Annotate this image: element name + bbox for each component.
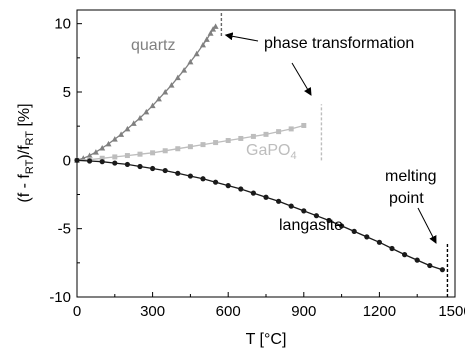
- data-point: [288, 126, 294, 132]
- data-point: [276, 129, 282, 135]
- data-point: [155, 95, 162, 102]
- data-point: [150, 165, 156, 172]
- y-tick-label: 5: [63, 84, 71, 101]
- data-point: [149, 102, 156, 109]
- y-tick-label: -5: [58, 221, 71, 238]
- data-point: [86, 152, 93, 159]
- data-point: [112, 154, 118, 160]
- data-point: [250, 190, 256, 196]
- y-tick-label: 0: [63, 152, 71, 169]
- data-point: [389, 245, 395, 252]
- data-point: [111, 136, 118, 142]
- data-point: [439, 267, 445, 273]
- data-point: [168, 82, 175, 88]
- data-point: [92, 149, 99, 155]
- data-point: [203, 36, 210, 42]
- data-point: [137, 163, 143, 170]
- data-point: [162, 167, 168, 174]
- data-point: [87, 158, 93, 164]
- arrow-to-gapo4-transition: [291, 62, 312, 96]
- data-point: [207, 30, 214, 36]
- data-point: [263, 194, 269, 200]
- data-point: [301, 208, 307, 214]
- data-point: [124, 153, 130, 159]
- data-point: [181, 67, 188, 73]
- series-label-langasite: langasite: [279, 217, 343, 234]
- data-point: [162, 148, 168, 154]
- series-label-gapo4: GaPO4: [246, 142, 297, 162]
- x-axis-label: T [°C]: [246, 331, 287, 348]
- data-point: [238, 186, 244, 192]
- series-layer: [74, 23, 445, 273]
- data-point: [175, 146, 181, 152]
- data-point: [99, 155, 105, 161]
- data-point: [200, 142, 206, 148]
- data-point: [414, 257, 420, 263]
- data-point: [212, 23, 219, 29]
- data-point: [288, 203, 294, 209]
- data-point: [427, 262, 433, 269]
- data-point: [376, 239, 382, 245]
- data-point: [99, 159, 105, 165]
- data-point: [150, 150, 156, 156]
- data-point: [364, 234, 370, 240]
- data-point: [225, 183, 231, 189]
- annotation-melting-point: melting point: [385, 168, 441, 207]
- data-point: [112, 160, 118, 166]
- data-point: [162, 89, 169, 95]
- data-point: [339, 223, 345, 229]
- series-langasite: [74, 157, 445, 273]
- series-label-quartz: quartz: [131, 37, 175, 54]
- data-point: [130, 120, 137, 126]
- annotation-melting-line1: melting: [385, 168, 437, 185]
- data-point: [137, 114, 143, 121]
- x-tick-label: 1200: [363, 303, 396, 320]
- data-point: [250, 133, 256, 139]
- data-point: [105, 140, 112, 147]
- data-point: [225, 138, 231, 144]
- arrow-to-melting-point: [417, 207, 437, 244]
- x-tick-label: 600: [216, 303, 241, 320]
- data-point: [200, 41, 206, 48]
- arrow-to-quartz-transition: [224, 32, 259, 42]
- data-point: [326, 217, 332, 224]
- annotation-phase-transformation: phase transformation: [264, 35, 414, 52]
- data-point: [137, 151, 143, 157]
- data-point: [174, 74, 181, 81]
- data-point: [213, 140, 219, 146]
- data-point: [351, 228, 357, 234]
- y-axis-label: (f - fRT)/fRT [%]: [16, 103, 36, 202]
- data-point: [313, 213, 319, 219]
- data-point: [74, 157, 80, 163]
- data-point: [301, 122, 307, 128]
- data-point: [187, 173, 193, 179]
- data-point: [276, 198, 282, 204]
- data-point: [118, 131, 125, 137]
- data-point: [213, 179, 219, 185]
- x-tick-label: 900: [291, 303, 316, 320]
- data-point: [200, 176, 206, 182]
- x-tick-label: 300: [140, 303, 165, 320]
- transition-markers: [220, 12, 449, 297]
- data-point: [124, 125, 131, 132]
- data-point: [187, 144, 193, 150]
- data-point: [193, 50, 200, 57]
- data-point: [263, 131, 269, 137]
- data-point: [238, 135, 244, 141]
- data-point: [187, 58, 194, 65]
- data-point: [124, 161, 130, 168]
- y-tick-label: -10: [49, 289, 71, 306]
- x-tick-label: 0: [73, 303, 81, 320]
- data-point: [143, 108, 150, 115]
- data-point: [402, 252, 408, 258]
- annotation-arrows: [224, 32, 437, 244]
- data-point: [99, 145, 106, 151]
- data-point: [175, 170, 181, 176]
- y-tick-label: 10: [54, 16, 71, 33]
- axis-ticks: 0 300 600 900 1200 1500 -10 -5 0 5 10: [49, 16, 465, 320]
- annotation-melting-line2: point: [389, 190, 424, 207]
- x-tick-label: 1500: [438, 303, 465, 320]
